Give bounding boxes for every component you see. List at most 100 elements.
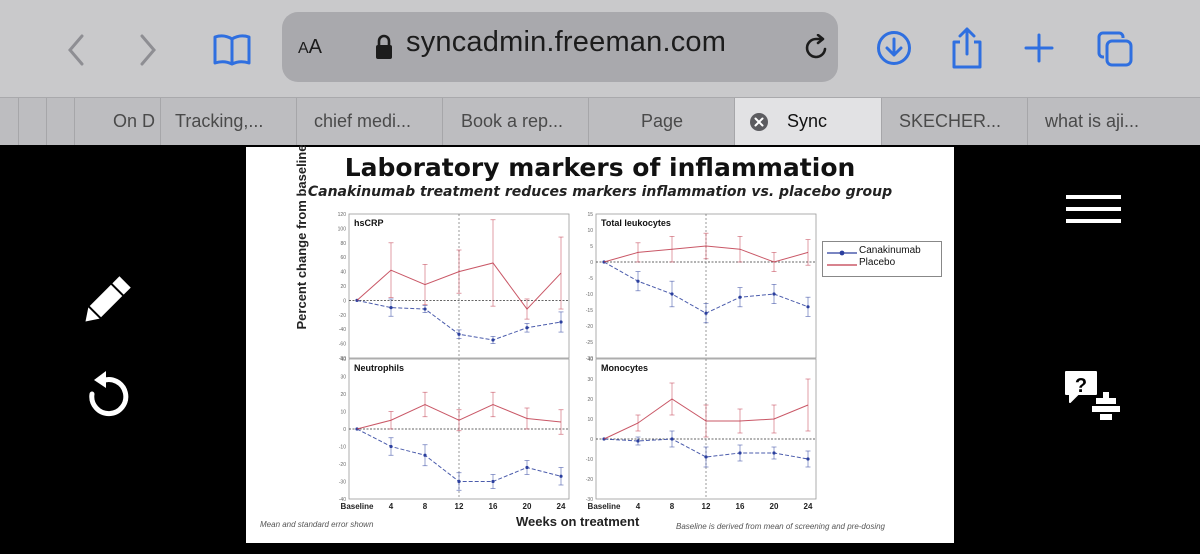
slide-title: Laboratory markers of inflammation bbox=[344, 153, 856, 182]
tab-on-d[interactable]: On D bbox=[74, 98, 160, 145]
data-point bbox=[636, 439, 640, 443]
y-tick-label: -5 bbox=[589, 276, 594, 282]
y-tick-label: 60 bbox=[340, 255, 346, 261]
x-tick-label: 12 bbox=[455, 502, 464, 511]
data-point bbox=[806, 457, 810, 461]
x-tick-label: 8 bbox=[670, 502, 675, 511]
y-tick-label: -25 bbox=[586, 340, 593, 346]
y-tick-label: 0 bbox=[343, 298, 346, 304]
data-point bbox=[636, 279, 640, 283]
bookmarks-icon[interactable] bbox=[212, 33, 252, 67]
data-point bbox=[704, 311, 708, 315]
x-tick-label: 16 bbox=[489, 502, 498, 511]
tab-stub-2[interactable] bbox=[46, 98, 74, 145]
pencil-icon[interactable] bbox=[78, 272, 134, 330]
x-tick-label: Baseline bbox=[341, 502, 374, 511]
y-tick-label: -80 bbox=[339, 356, 346, 362]
y-tick-label: -20 bbox=[339, 313, 346, 319]
y-tick-label: -10 bbox=[586, 292, 593, 298]
data-point bbox=[559, 320, 563, 324]
data-point bbox=[389, 444, 393, 449]
new-tab-icon[interactable] bbox=[1024, 33, 1054, 63]
y-tick-label: 40 bbox=[587, 357, 593, 363]
svg-text:?: ? bbox=[1075, 375, 1087, 397]
y-tick-label: -40 bbox=[339, 327, 346, 333]
x-tick-label: 8 bbox=[423, 502, 428, 511]
legend-placebo: Placebo bbox=[859, 257, 896, 268]
y-tick-label: -10 bbox=[339, 445, 346, 451]
data-point bbox=[491, 338, 495, 342]
panel-title: hsCRP bbox=[354, 218, 384, 228]
tab-page[interactable]: Page bbox=[588, 98, 734, 145]
y-tick-label: 20 bbox=[340, 392, 346, 398]
x-tick-label: 24 bbox=[804, 502, 813, 511]
share-icon[interactable] bbox=[950, 26, 984, 70]
legend-canakinumab-marker bbox=[827, 250, 857, 256]
slide: Laboratory markers of inflammation Canak… bbox=[246, 145, 954, 543]
reload-icon[interactable] bbox=[802, 34, 830, 62]
tab-strip: On D Tracking,... chief medi... Book a r… bbox=[0, 97, 1200, 145]
data-point bbox=[738, 295, 742, 299]
panel-title: Total leukocytes bbox=[601, 218, 671, 228]
address-bar[interactable]: AA syncadmin.freeman.com bbox=[282, 12, 838, 82]
data-point bbox=[389, 306, 393, 310]
y-tick-label: 100 bbox=[338, 226, 347, 232]
data-point bbox=[670, 437, 674, 441]
tab-what-is-aji[interactable]: what is aji... bbox=[1027, 98, 1200, 145]
tab-skechers[interactable]: SKECHER... bbox=[881, 98, 1027, 145]
tab-tracking[interactable]: Tracking,... bbox=[160, 98, 296, 145]
x-tick-label: 4 bbox=[389, 502, 394, 511]
x-tick-label: 20 bbox=[523, 502, 532, 511]
menu-icon[interactable] bbox=[1066, 195, 1121, 223]
note-right: Baseline is derived from mean of screeni… bbox=[676, 522, 886, 531]
y-tick-label: 20 bbox=[340, 284, 346, 290]
y-tick-label: -60 bbox=[339, 342, 346, 348]
forward-icon[interactable] bbox=[136, 34, 160, 66]
data-point bbox=[738, 451, 742, 455]
x-tick-label: 24 bbox=[557, 502, 566, 511]
browser-toolbar: AA syncadmin.freeman.com bbox=[0, 0, 1200, 97]
data-point bbox=[525, 465, 529, 470]
slide-subtitle: Canakinumab treatment reduces markers in… bbox=[307, 184, 893, 200]
legend: Canakinumab Placebo bbox=[822, 241, 942, 277]
legend-placebo-marker bbox=[827, 264, 857, 266]
tab-stub-1[interactable] bbox=[18, 98, 46, 145]
url-text[interactable]: syncadmin.freeman.com bbox=[406, 26, 727, 58]
tab-book-a-rep[interactable]: Book a rep... bbox=[442, 98, 588, 145]
close-tab-icon[interactable] bbox=[749, 112, 769, 132]
data-point bbox=[772, 292, 776, 296]
tab-chief-medi[interactable]: chief medi... bbox=[296, 98, 442, 145]
y-tick-label: -30 bbox=[586, 356, 593, 362]
tab-sync[interactable]: Sync bbox=[734, 98, 881, 145]
data-point bbox=[491, 479, 495, 484]
y-tick-label: -20 bbox=[586, 324, 593, 330]
tabs-overview-icon[interactable] bbox=[1096, 30, 1134, 68]
reader-settings-button[interactable]: AA bbox=[298, 36, 323, 58]
data-point bbox=[559, 474, 563, 478]
y-tick-label: -20 bbox=[339, 462, 346, 468]
download-icon[interactable] bbox=[876, 30, 912, 66]
y-tick-label: 5 bbox=[590, 244, 593, 250]
x-tick-label: 4 bbox=[636, 502, 641, 511]
y-tick-label: -30 bbox=[586, 497, 593, 503]
y-tick-label: -10 bbox=[586, 457, 593, 463]
x-tick-label: 20 bbox=[770, 502, 779, 511]
y-tick-label: 10 bbox=[587, 228, 593, 234]
help-icon[interactable]: ? bbox=[1062, 368, 1124, 424]
x-tick-label: 16 bbox=[736, 502, 745, 511]
data-point bbox=[423, 307, 427, 311]
back-icon[interactable] bbox=[64, 34, 88, 66]
x-axis-label: Weeks on treatment bbox=[516, 514, 640, 529]
y-tick-label: 120 bbox=[338, 212, 347, 218]
panel-title: Neutrophils bbox=[354, 363, 404, 373]
data-point bbox=[806, 305, 810, 309]
x-tick-label: 12 bbox=[702, 502, 711, 511]
y-tick-label: 40 bbox=[340, 357, 346, 363]
y-tick-label: 30 bbox=[340, 375, 346, 381]
data-point bbox=[525, 326, 529, 330]
y-tick-label: 10 bbox=[340, 410, 346, 416]
undo-icon[interactable] bbox=[82, 368, 134, 422]
y-tick-label: -30 bbox=[339, 480, 346, 486]
x-tick-label: Baseline bbox=[588, 502, 621, 511]
